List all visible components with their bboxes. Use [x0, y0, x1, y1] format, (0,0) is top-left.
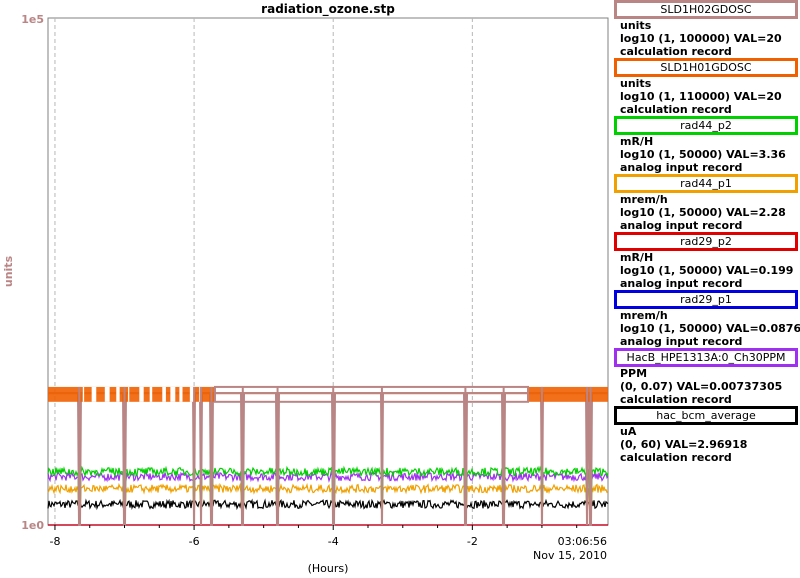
legend-range: log10 (1, 50000) VAL=3.36	[620, 148, 786, 161]
legend-record: calculation record	[620, 393, 732, 406]
legend-entry: rad44_p2 mR/H log10 (1, 50000) VAL=3.36 ana…	[614, 116, 800, 174]
x-end-date: Nov 15, 2010	[533, 549, 607, 562]
legend-entry: rad29_p1 mrem/h log10 (1, 50000) VAL=0.087…	[614, 290, 800, 348]
legend-series-name: SLD1H01GDOSC	[614, 58, 798, 77]
legend-units: units	[620, 19, 652, 32]
legend-series-name: rad29_p1	[614, 290, 798, 309]
legend-entry: rad29_p2 mR/H log10 (1, 50000) VAL=0.199 an…	[614, 232, 800, 290]
series-band-gap	[116, 386, 120, 402]
legend-record: calculation record	[620, 103, 732, 116]
legend-entry: rad44_p1 mrem/h log10 (1, 50000) VAL=2.28 a…	[614, 174, 800, 232]
legend-units: mrem/h	[620, 309, 668, 322]
legend-range: log10 (1, 50000) VAL=0.199	[620, 264, 794, 277]
series-band-outline	[213, 385, 530, 403]
series-line	[47, 482, 609, 526]
series-band-orange-end	[528, 386, 608, 402]
legend-record: analog input record	[620, 277, 743, 290]
chart-title: radiation_ozone.stp	[261, 2, 395, 16]
series-line	[47, 498, 609, 511]
series-band-gap	[189, 386, 194, 402]
y-tick-label-top: 1e5	[21, 13, 44, 26]
series-band-gap	[139, 386, 144, 402]
x-tick-label: -6	[189, 535, 200, 548]
legend-range: (0, 0.07) VAL=0.00737305	[620, 380, 783, 393]
legend-series-name: SLD1H02GDOSC	[614, 0, 798, 19]
legend-units: units	[620, 77, 652, 90]
series-band-gap	[162, 386, 166, 402]
legend-units: PPM	[620, 367, 648, 380]
legend-record: analog input record	[620, 219, 743, 232]
legend-units: mrem/h	[620, 193, 668, 206]
legend-series-name: HacB_HPE1313A:0_Ch30PPM	[614, 348, 798, 367]
legend-range: log10 (1, 50000) VAL=0.0876	[620, 322, 800, 335]
legend: SLD1H02GDOSC units log10 (1, 100000) VAL=2…	[614, 0, 800, 464]
plot-area	[47, 17, 609, 526]
legend-series-name: hac_bcm_average	[614, 406, 798, 425]
legend-record: calculation record	[620, 45, 732, 58]
series-band-gap	[128, 386, 130, 402]
series-band-gap	[82, 386, 85, 402]
legend-units: mR/H	[620, 251, 654, 264]
series-band-gap	[170, 386, 176, 402]
legend-range: log10 (1, 100000) VAL=20	[620, 32, 782, 45]
x-tick-label: -2	[467, 535, 478, 548]
series-band-gap	[91, 386, 97, 402]
legend-record: analog input record	[620, 335, 743, 348]
x-tick-label: -8	[49, 535, 60, 548]
legend-series-name: rad44_p1	[614, 174, 798, 193]
legend-entry: HacB_HPE1313A:0_Ch30PPM PPM (0, 0.07) VAL=…	[614, 348, 800, 406]
legend-range: log10 (1, 50000) VAL=2.28	[620, 206, 786, 219]
series-band-gap	[179, 386, 183, 402]
legend-entry: hac_bcm_average uA (0, 60) VAL=2.96918 calc…	[614, 406, 800, 464]
series-band-gap	[149, 386, 153, 402]
legend-series-name: rad44_p2	[614, 116, 798, 135]
x-axis-label: (Hours)	[308, 562, 349, 575]
legend-range: (0, 60) VAL=2.96918	[620, 438, 748, 451]
legend-range: log10 (1, 110000) VAL=20	[620, 90, 782, 103]
legend-record: analog input record	[620, 161, 743, 174]
series-band-gap	[104, 386, 110, 402]
series-band-gap	[199, 386, 201, 402]
legend-entry: SLD1H01GDOSC units log10 (1, 110000) VAL=2…	[614, 58, 800, 116]
legend-record: calculation record	[620, 451, 732, 464]
y-axis-label: units	[2, 255, 15, 287]
series-line	[47, 465, 609, 526]
series-line	[47, 470, 609, 483]
x-tick-label: -4	[328, 535, 339, 548]
x-end-time: 03:06:56	[558, 535, 607, 548]
legend-entry: SLD1H02GDOSC units log10 (1, 100000) VAL=2…	[614, 0, 800, 58]
legend-series-name: rad29_p2	[614, 232, 798, 251]
series-layer	[47, 385, 609, 526]
legend-units: uA	[620, 425, 637, 438]
legend-units: mR/H	[620, 135, 654, 148]
y-tick-label-bottom: 1e0	[21, 519, 44, 532]
